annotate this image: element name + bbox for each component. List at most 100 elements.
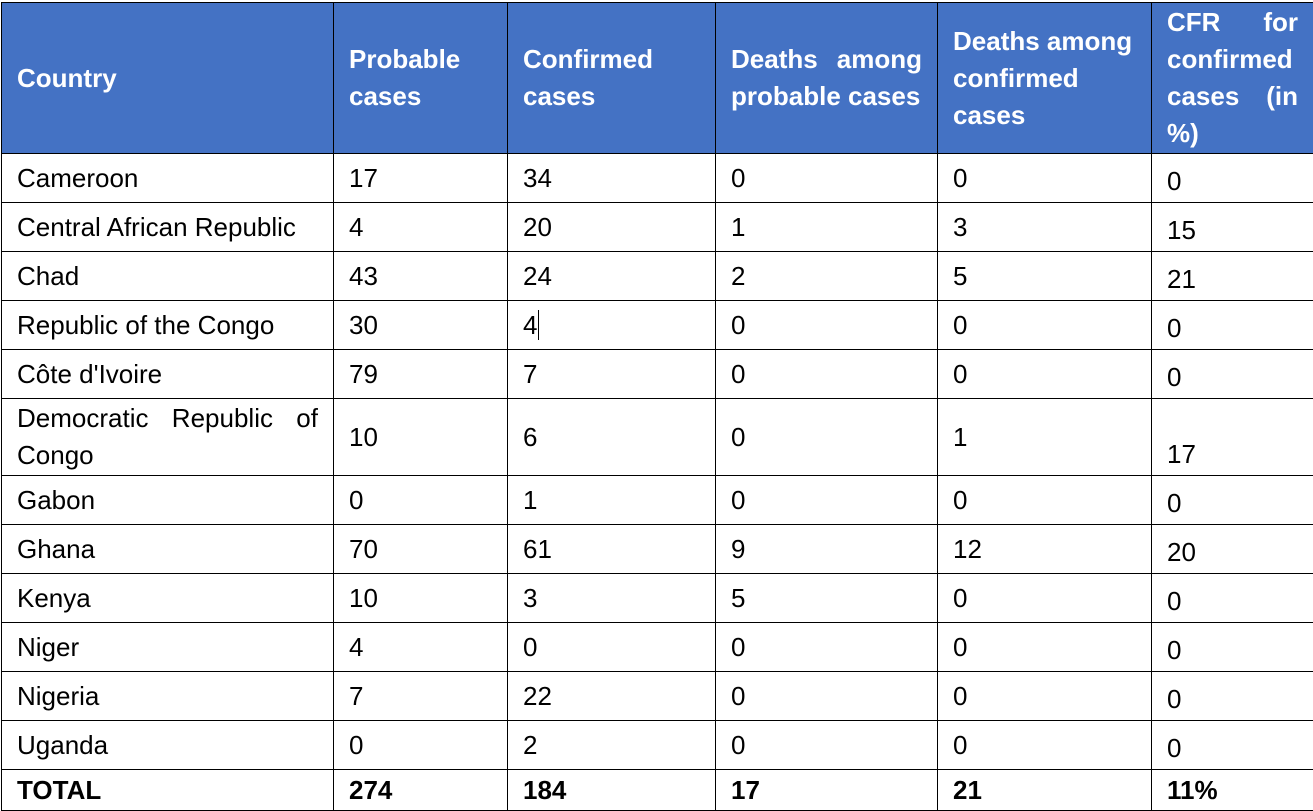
cell-deaths-confirmed: 1 bbox=[938, 399, 1152, 476]
cell-deaths-confirmed: 0 bbox=[938, 623, 1152, 672]
table-row: Chad 43 24 2 5 21 bbox=[2, 252, 1313, 301]
cell-probable: 0 bbox=[334, 721, 508, 770]
header-row: Country Probable cases Confirmed cases D… bbox=[2, 3, 1313, 154]
cell-deaths-confirmed: 0 bbox=[938, 301, 1152, 350]
cell-confirmed: 1 bbox=[508, 476, 716, 525]
cell-cfr: 0 bbox=[1152, 574, 1313, 623]
cell-cfr: 21 bbox=[1152, 252, 1313, 301]
table-row: Ghana 70 61 9 12 20 bbox=[2, 525, 1313, 574]
table-row: Uganda 0 2 0 0 0 bbox=[2, 721, 1313, 770]
cell-probable: 7 bbox=[334, 672, 508, 721]
cell-deaths-confirmed: 0 bbox=[938, 476, 1152, 525]
table-row: Democratic Republic of Congo 10 6 0 1 17 bbox=[2, 399, 1313, 476]
cell-deaths-probable: 0 bbox=[716, 672, 938, 721]
total-deaths-probable: 17 bbox=[716, 770, 938, 811]
cell-probable: 70 bbox=[334, 525, 508, 574]
cell-country: Nigeria bbox=[2, 672, 334, 721]
cell-deaths-confirmed: 0 bbox=[938, 154, 1152, 203]
cell-cfr: 20 bbox=[1152, 525, 1313, 574]
cell-deaths-probable: 0 bbox=[716, 721, 938, 770]
header-probable-cases: Probable cases bbox=[334, 3, 508, 154]
cell-country: Chad bbox=[2, 252, 334, 301]
total-deaths-confirmed: 21 bbox=[938, 770, 1152, 811]
cell-probable: 17 bbox=[334, 154, 508, 203]
total-probable: 274 bbox=[334, 770, 508, 811]
cell-cfr: 0 bbox=[1152, 623, 1313, 672]
cell-country: Côte d'Ivoire bbox=[2, 350, 334, 399]
cell-cfr: 15 bbox=[1152, 203, 1313, 252]
table-row: Kenya 10 3 5 0 0 bbox=[2, 574, 1313, 623]
cell-country: Ghana bbox=[2, 525, 334, 574]
cell-confirmed: 20 bbox=[508, 203, 716, 252]
cell-probable: 4 bbox=[334, 203, 508, 252]
cell-confirmed: 2 bbox=[508, 721, 716, 770]
total-confirmed: 184 bbox=[508, 770, 716, 811]
cell-deaths-probable: 0 bbox=[716, 399, 938, 476]
header-cfr: CFR for confirmed cases (in %) bbox=[1152, 3, 1313, 154]
cell-confirmed: 7 bbox=[508, 350, 716, 399]
text-cursor: 4 bbox=[523, 310, 539, 340]
table-row: Central African Republic 4 20 1 3 15 bbox=[2, 203, 1313, 252]
cell-deaths-confirmed: 0 bbox=[938, 721, 1152, 770]
cell-cfr: 0 bbox=[1152, 672, 1313, 721]
cell-deaths-confirmed: 0 bbox=[938, 574, 1152, 623]
cell-deaths-confirmed: 3 bbox=[938, 203, 1152, 252]
cell-deaths-probable: 0 bbox=[716, 301, 938, 350]
cell-probable: 10 bbox=[334, 399, 508, 476]
cell-deaths-probable: 0 bbox=[716, 154, 938, 203]
cell-country: Republic of the Congo bbox=[2, 301, 334, 350]
cell-probable: 79 bbox=[334, 350, 508, 399]
cell-country: Cameroon bbox=[2, 154, 334, 203]
cell-country: Uganda bbox=[2, 721, 334, 770]
cell-confirmed: 6 bbox=[508, 399, 716, 476]
cell-country: Niger bbox=[2, 623, 334, 672]
cell-cfr: 0 bbox=[1152, 154, 1313, 203]
cell-deaths-probable: 1 bbox=[716, 203, 938, 252]
table-row: Nigeria 7 22 0 0 0 bbox=[2, 672, 1313, 721]
header-confirmed-cases: Confirmed cases bbox=[508, 3, 716, 154]
cell-cfr: 17 bbox=[1152, 399, 1313, 476]
cell-cfr: 0 bbox=[1152, 301, 1313, 350]
table-row: Gabon 0 1 0 0 0 bbox=[2, 476, 1313, 525]
cell-deaths-probable: 0 bbox=[716, 623, 938, 672]
cell-confirmed: 24 bbox=[508, 252, 716, 301]
cell-cfr: 0 bbox=[1152, 721, 1313, 770]
cell-confirmed: 3 bbox=[508, 574, 716, 623]
cell-deaths-probable: 9 bbox=[716, 525, 938, 574]
table-row: Cameroon 17 34 0 0 0 bbox=[2, 154, 1313, 203]
table-header: Country Probable cases Confirmed cases D… bbox=[2, 3, 1313, 154]
cell-confirmed: 61 bbox=[508, 525, 716, 574]
cell-confirmed: 4 bbox=[508, 301, 716, 350]
cell-confirmed: 22 bbox=[508, 672, 716, 721]
cell-probable: 10 bbox=[334, 574, 508, 623]
cell-deaths-confirmed: 12 bbox=[938, 525, 1152, 574]
cell-probable: 30 bbox=[334, 301, 508, 350]
cell-confirmed: 0 bbox=[508, 623, 716, 672]
table-row: Côte d'Ivoire 79 7 0 0 0 bbox=[2, 350, 1313, 399]
cell-deaths-probable: 2 bbox=[716, 252, 938, 301]
total-label: TOTAL bbox=[2, 770, 334, 811]
cell-confirmed: 34 bbox=[508, 154, 716, 203]
cell-probable: 0 bbox=[334, 476, 508, 525]
cell-cfr: 0 bbox=[1152, 476, 1313, 525]
table-row: Republic of the Congo 30 4 0 0 0 bbox=[2, 301, 1313, 350]
table-body: Cameroon 17 34 0 0 0 Central African Rep… bbox=[2, 154, 1313, 811]
cell-probable: 4 bbox=[334, 623, 508, 672]
cell-country: Kenya bbox=[2, 574, 334, 623]
cell-cfr: 0 bbox=[1152, 350, 1313, 399]
cell-deaths-confirmed: 0 bbox=[938, 350, 1152, 399]
table-row: Niger 4 0 0 0 0 bbox=[2, 623, 1313, 672]
cell-country: Democratic Republic of Congo bbox=[2, 399, 334, 476]
cell-country: Central African Republic bbox=[2, 203, 334, 252]
cell-country: Gabon bbox=[2, 476, 334, 525]
cell-deaths-probable: 0 bbox=[716, 476, 938, 525]
cell-deaths-probable: 0 bbox=[716, 350, 938, 399]
cell-deaths-confirmed: 0 bbox=[938, 672, 1152, 721]
header-country: Country bbox=[2, 3, 334, 154]
total-cfr: 11% bbox=[1152, 770, 1313, 811]
total-row: TOTAL 274 184 17 21 11% bbox=[2, 770, 1313, 811]
cell-deaths-probable: 5 bbox=[716, 574, 938, 623]
cell-probable: 43 bbox=[334, 252, 508, 301]
cell-deaths-confirmed: 5 bbox=[938, 252, 1152, 301]
